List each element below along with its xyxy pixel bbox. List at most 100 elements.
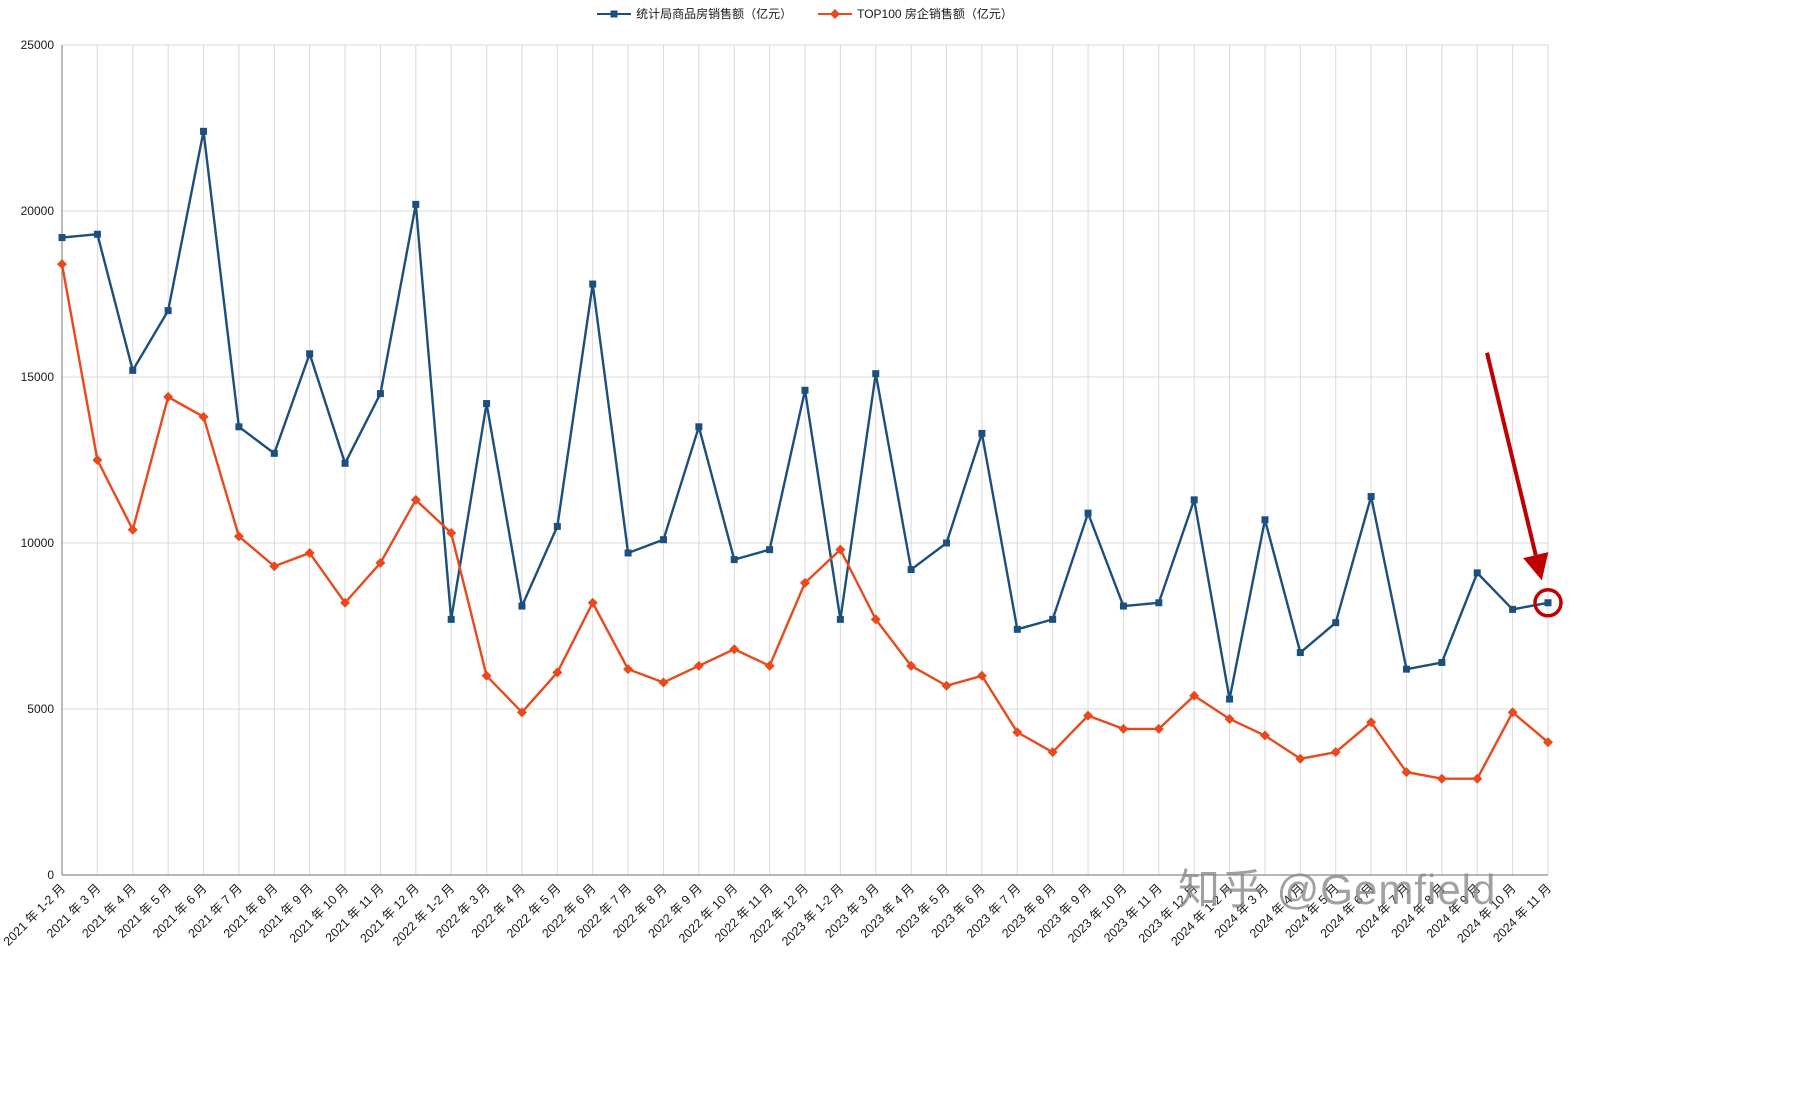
svg-text:5000: 5000 bbox=[27, 702, 54, 716]
data-point-marker bbox=[1013, 625, 1021, 633]
legend-item-series-1[interactable]: TOP100 房企销售额（亿元） bbox=[818, 5, 1013, 22]
data-point-marker bbox=[163, 391, 174, 402]
data-point-marker bbox=[907, 566, 915, 574]
data-point-marker bbox=[1438, 659, 1446, 667]
data-point-marker bbox=[92, 455, 103, 465]
svg-text:2023 年 1-2 月: 2023 年 1-2 月 bbox=[779, 881, 846, 948]
svg-text:20000: 20000 bbox=[21, 204, 55, 218]
legend-line-diamond-icon bbox=[818, 8, 853, 19]
data-point-marker bbox=[553, 522, 561, 530]
data-point-marker bbox=[481, 670, 492, 681]
data-point-marker bbox=[764, 660, 775, 671]
data-point-marker bbox=[304, 547, 315, 558]
data-point-marker bbox=[93, 230, 101, 238]
data-point-marker bbox=[1083, 710, 1094, 721]
annotation-arrow bbox=[1485, 352, 1549, 581]
data-point-marker bbox=[1543, 737, 1553, 748]
data-point-marker bbox=[836, 615, 844, 623]
data-point-marker bbox=[693, 660, 704, 671]
series-1-line bbox=[57, 259, 1553, 784]
data-point-marker bbox=[1296, 649, 1304, 657]
data-point-marker bbox=[801, 386, 809, 394]
data-point-marker bbox=[1401, 767, 1412, 778]
data-point-marker bbox=[375, 557, 386, 568]
svg-text:2022 年 1-2 月: 2022 年 1-2 月 bbox=[390, 881, 457, 948]
data-point-marker bbox=[589, 280, 597, 288]
data-point-marker bbox=[835, 544, 846, 555]
data-point-marker bbox=[518, 602, 526, 610]
data-point-marker bbox=[870, 614, 881, 625]
data-point-marker bbox=[57, 259, 67, 270]
data-point-marker bbox=[1049, 615, 1057, 623]
data-point-marker bbox=[872, 370, 880, 378]
data-point-marker bbox=[447, 615, 455, 623]
data-point-marker bbox=[412, 200, 420, 208]
data-point-marker bbox=[269, 561, 280, 572]
data-point-marker bbox=[1295, 753, 1306, 764]
data-point-marker bbox=[1189, 690, 1200, 701]
data-point-marker bbox=[976, 670, 987, 681]
data-point-marker bbox=[1507, 707, 1518, 718]
data-point-marker bbox=[410, 494, 421, 505]
data-point-marker bbox=[341, 459, 349, 467]
svg-text:2021 年 1-2 月: 2021 年 1-2 月 bbox=[1, 881, 68, 948]
data-point-marker bbox=[1332, 619, 1340, 627]
data-point-marker bbox=[730, 556, 738, 564]
svg-text:10000: 10000 bbox=[21, 536, 55, 550]
legend-line-square-icon bbox=[597, 10, 632, 17]
data-point-marker bbox=[1012, 727, 1023, 738]
chart-legend: 统计局商品房销售额（亿元） TOP100 房企销售额（亿元） bbox=[0, 5, 1610, 22]
svg-text:0: 0 bbox=[47, 868, 54, 882]
data-point-marker bbox=[446, 528, 457, 539]
data-point-marker bbox=[695, 423, 703, 431]
data-point-marker bbox=[1084, 509, 1092, 517]
data-point-marker bbox=[233, 531, 244, 542]
data-point-marker bbox=[943, 539, 951, 547]
annotation-circle bbox=[1533, 588, 1563, 618]
data-point-marker bbox=[164, 307, 172, 315]
data-point-marker bbox=[1402, 665, 1410, 673]
data-point-marker bbox=[978, 429, 986, 437]
y-axis-labels: 0 5000 10000 15000 20000 25000 bbox=[21, 38, 55, 882]
legend-label-series-1: TOP100 房企销售额（亿元） bbox=[857, 7, 1013, 21]
data-point-marker bbox=[1153, 723, 1164, 734]
data-point-marker bbox=[127, 524, 138, 535]
svg-text:15000: 15000 bbox=[21, 370, 55, 384]
data-point-marker bbox=[1047, 747, 1058, 758]
legend-item-series-0[interactable]: 统计局商品房销售额（亿元） bbox=[597, 5, 792, 22]
data-point-marker bbox=[1119, 602, 1127, 610]
data-point-marker bbox=[1366, 717, 1377, 728]
data-point-marker bbox=[1436, 773, 1447, 784]
data-point-marker bbox=[1261, 516, 1269, 524]
data-point-marker bbox=[659, 536, 667, 544]
annotation-arrow-circle bbox=[1485, 352, 1563, 618]
legend-label-series-0: 统计局商品房销售额（亿元） bbox=[636, 7, 793, 21]
data-point-marker bbox=[766, 546, 774, 554]
data-point-marker bbox=[129, 366, 137, 374]
series-0-line bbox=[58, 127, 1552, 703]
data-point-marker bbox=[624, 549, 632, 557]
gridlines bbox=[61, 44, 1549, 876]
data-point-marker bbox=[1259, 730, 1270, 741]
data-point-marker bbox=[235, 423, 243, 431]
data-point-marker bbox=[200, 127, 208, 135]
data-point-marker bbox=[623, 664, 634, 675]
data-point-marker bbox=[658, 677, 669, 688]
data-point-marker bbox=[1473, 569, 1481, 577]
svg-text:25000: 25000 bbox=[21, 38, 55, 52]
watermark: 知乎 @Gemfield bbox=[1178, 866, 1497, 913]
data-point-marker bbox=[729, 644, 740, 655]
data-point-marker bbox=[483, 400, 491, 408]
data-point-marker bbox=[376, 390, 384, 398]
data-point-marker bbox=[800, 577, 810, 588]
data-point-marker bbox=[1224, 713, 1235, 724]
data-point-marker bbox=[1330, 747, 1341, 758]
data-point-marker bbox=[1226, 695, 1234, 703]
data-point-marker bbox=[58, 234, 66, 242]
data-point-marker bbox=[941, 680, 952, 691]
data-point-marker bbox=[587, 597, 598, 608]
data-point-marker bbox=[1118, 723, 1129, 734]
data-point-marker bbox=[1190, 496, 1198, 504]
data-point-marker bbox=[906, 660, 917, 671]
